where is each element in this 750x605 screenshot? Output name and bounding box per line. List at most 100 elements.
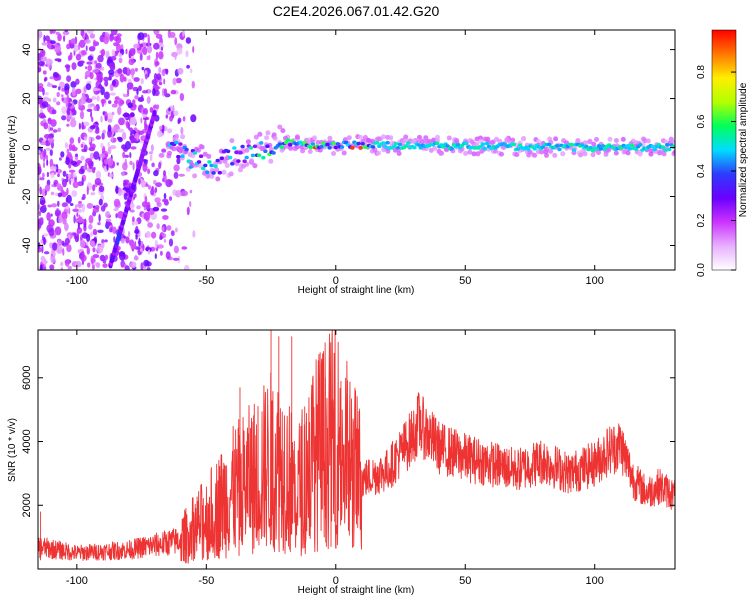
- spectrogram-noise-cell: [39, 49, 46, 57]
- spectrogram-noise-cell: [109, 62, 116, 70]
- spectrogram-halo-cell: [341, 150, 347, 156]
- spectrogram-noise-cell: [163, 193, 167, 200]
- spectrogram-noise-cell: [147, 168, 151, 175]
- spectrogram-noise-cell: [151, 79, 158, 85]
- spectrogram-track-cell: [196, 160, 202, 164]
- spectrogram-noise-cell: [107, 157, 114, 167]
- spectrogram-noise-cell: [81, 196, 84, 201]
- spectrogram-track-cell: [186, 159, 191, 163]
- spectrogram-halo-cell: [396, 151, 402, 156]
- spectrogram-noise-cell: [163, 170, 166, 177]
- spectrogram-noise-cell: [103, 76, 109, 82]
- spectrogram-track-cell: [375, 141, 380, 145]
- spectrogram-track-cell: [571, 148, 577, 152]
- spectrogram-noise-cell: [80, 100, 83, 106]
- spectrogram-noise-cell: [41, 101, 49, 108]
- spectrogram-noise-cell: [41, 42, 49, 46]
- spectrogram-noise-cell: [133, 255, 139, 261]
- spectrogram-noise-cell: [80, 251, 85, 260]
- spectrogram-noise-cell: [113, 208, 119, 212]
- spectrogram-noise-cell: [55, 164, 59, 173]
- spectrogram-noise-cell: [48, 219, 55, 227]
- spectrogram-halo-cell: [672, 149, 675, 155]
- spectrogram-noise-cell: [120, 237, 125, 244]
- snr-series-line: [38, 330, 675, 564]
- spectrogram-noise-cell: [162, 226, 165, 233]
- spectrogram-track-cell: [511, 142, 517, 147]
- spectrogram-noise-cell: [85, 83, 92, 91]
- spectrogram-noise-cell: [185, 50, 189, 58]
- spectrogram-noise-cell: [128, 231, 131, 237]
- spectrogram-noise-cell: [92, 231, 98, 236]
- spectrogram-noise-cell: [90, 240, 96, 247]
- spectrogram-noise-cell: [129, 203, 135, 209]
- spectrogram-noise-cell: [50, 166, 55, 172]
- spectrogram-track-cell: [335, 142, 341, 146]
- spectrogram-noise-cell: [68, 169, 76, 173]
- spectrogram-noise-cell: [130, 243, 137, 250]
- spectrogram-noise-cell: [45, 92, 49, 96]
- spectrogram-noise-cell: [127, 102, 133, 109]
- spectrogram-noise-cell: [94, 130, 100, 134]
- spectrogram-noise-cell: [60, 267, 64, 270]
- spectrogram-noise-cell: [89, 33, 96, 39]
- spectrogram-noise-cell: [78, 122, 81, 130]
- spectrogram-track-cell: [464, 141, 469, 146]
- spectrogram-noise-cell: [40, 255, 46, 262]
- spectrogram-halo-cell: [222, 158, 228, 164]
- spectrogram-halo-cell: [346, 135, 352, 141]
- spectrogram-noise-cell: [57, 33, 62, 42]
- spectrogram-noise-cell: [143, 259, 150, 267]
- spectrogram-noise-cell: [161, 148, 167, 153]
- spectrogram-noise-cell: [92, 254, 100, 259]
- spectrogram-track-cell: [308, 145, 314, 150]
- spectrogram-noise-cell: [162, 178, 165, 182]
- spectrogram-noise-cell: [176, 47, 183, 55]
- spectrogram-noise-cell: [132, 162, 135, 171]
- spectrogram-halo-cell: [485, 136, 491, 142]
- spectrogram-noise-cell: [173, 110, 179, 116]
- snr-frame: [37, 329, 676, 570]
- spectrogram-track-cell: [211, 171, 216, 175]
- spectrogram-track-cell: [449, 147, 454, 151]
- spectrogram-halo-cell: [279, 147, 285, 153]
- spectrogram-noise-cell: [72, 92, 77, 97]
- spectrogram-noise-cell: [75, 53, 82, 61]
- spectrogram-noise-cell: [94, 205, 100, 210]
- spectrogram-halo-cell: [514, 152, 520, 158]
- spectrogram-noise-cell: [121, 132, 127, 140]
- spectrogram-track-cell: [598, 147, 604, 151]
- spectrogram-noise-cell: [119, 73, 125, 83]
- spectrogram-noise-cell: [38, 221, 42, 229]
- spectrogram-track-cell: [397, 142, 403, 147]
- spectrogram-track-cell: [180, 154, 185, 158]
- spectrogram-noise-cell: [60, 151, 65, 158]
- spectrogram-noise-cell: [86, 61, 93, 65]
- spectrogram-track-cell: [627, 147, 633, 151]
- spectrogram-noise-cell: [128, 58, 135, 66]
- spectrogram-noise-cell: [109, 227, 113, 233]
- spectrogram-noise-cell: [159, 235, 163, 241]
- spectrogram-halo-cell: [280, 128, 286, 134]
- spectrogram-noise-cell: [80, 155, 85, 161]
- spectrogram-track-cell: [244, 155, 249, 160]
- spectrogram-halo-cell: [419, 138, 425, 144]
- spectrogram-noise-cell: [118, 53, 123, 58]
- spectrogram-noise-cell: [157, 244, 164, 249]
- snr-panel: -100 -50 0 50 100 2000 4000 6000 Height of str…: [7, 329, 676, 596]
- spectrogram-noise-cell: [46, 83, 54, 87]
- spectrogram-noise-cell: [124, 265, 130, 270]
- spectrogram-track-cell: [385, 140, 390, 145]
- spectrogram-track-cell: [455, 142, 461, 147]
- spectrogram-noise-cell: [86, 108, 93, 112]
- spectrogram-noise-cell: [58, 86, 61, 91]
- spectrogram-noise-cell: [186, 206, 190, 216]
- spectrogram-noise-cell: [136, 205, 141, 210]
- spectrogram-halo-cell: [175, 145, 181, 151]
- spectrogram-noise-cell: [40, 56, 48, 62]
- spectrogram-noise-cell: [54, 44, 62, 54]
- spectrogram-noise-cell: [140, 179, 146, 188]
- spectrogram-noise-cell: [123, 179, 130, 184]
- spectrogram-noise-cell: [38, 247, 42, 253]
- spectrogram-noise-cell: [104, 239, 108, 243]
